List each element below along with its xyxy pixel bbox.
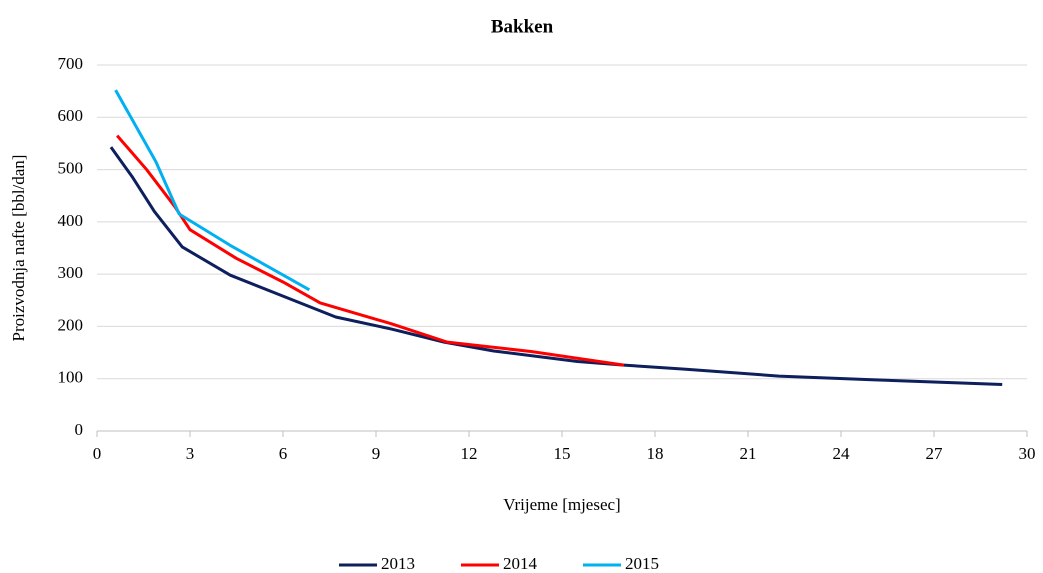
y-tick-label: 500	[58, 158, 84, 177]
x-tick-label: 12	[461, 444, 478, 463]
legend-label: 2015	[625, 554, 659, 573]
series-line	[114, 89, 311, 292]
x-tick-label: 30	[1019, 444, 1036, 463]
x-tick-label: 9	[372, 444, 381, 463]
y-axis-label: Proizvodnja nafte [bbl/dan]	[9, 155, 28, 342]
x-tick-label: 15	[554, 444, 571, 463]
legend-label: 2013	[381, 554, 415, 573]
y-tick-label: 200	[58, 315, 84, 334]
legend-label: 2014	[503, 554, 538, 573]
chart-title: Bakken	[491, 16, 554, 37]
series-line	[109, 146, 1003, 386]
y-tick-label: 300	[58, 263, 84, 282]
x-tick-label: 27	[926, 444, 944, 463]
series-line	[116, 134, 625, 367]
x-tick-label: 21	[740, 444, 757, 463]
y-tick-label: 0	[75, 420, 84, 439]
y-tick-label: 700	[58, 54, 84, 73]
x-tick-label: 18	[647, 444, 664, 463]
y-tick-label: 400	[58, 211, 84, 230]
x-tick-label: 6	[279, 444, 288, 463]
x-tick-label: 0	[93, 444, 102, 463]
x-axis-label: Vrijeme [mjesec]	[503, 495, 620, 514]
y-tick-label: 600	[58, 106, 84, 125]
y-tick-label: 100	[58, 368, 84, 387]
x-tick-label: 3	[186, 444, 195, 463]
x-tick-label: 24	[833, 444, 851, 463]
